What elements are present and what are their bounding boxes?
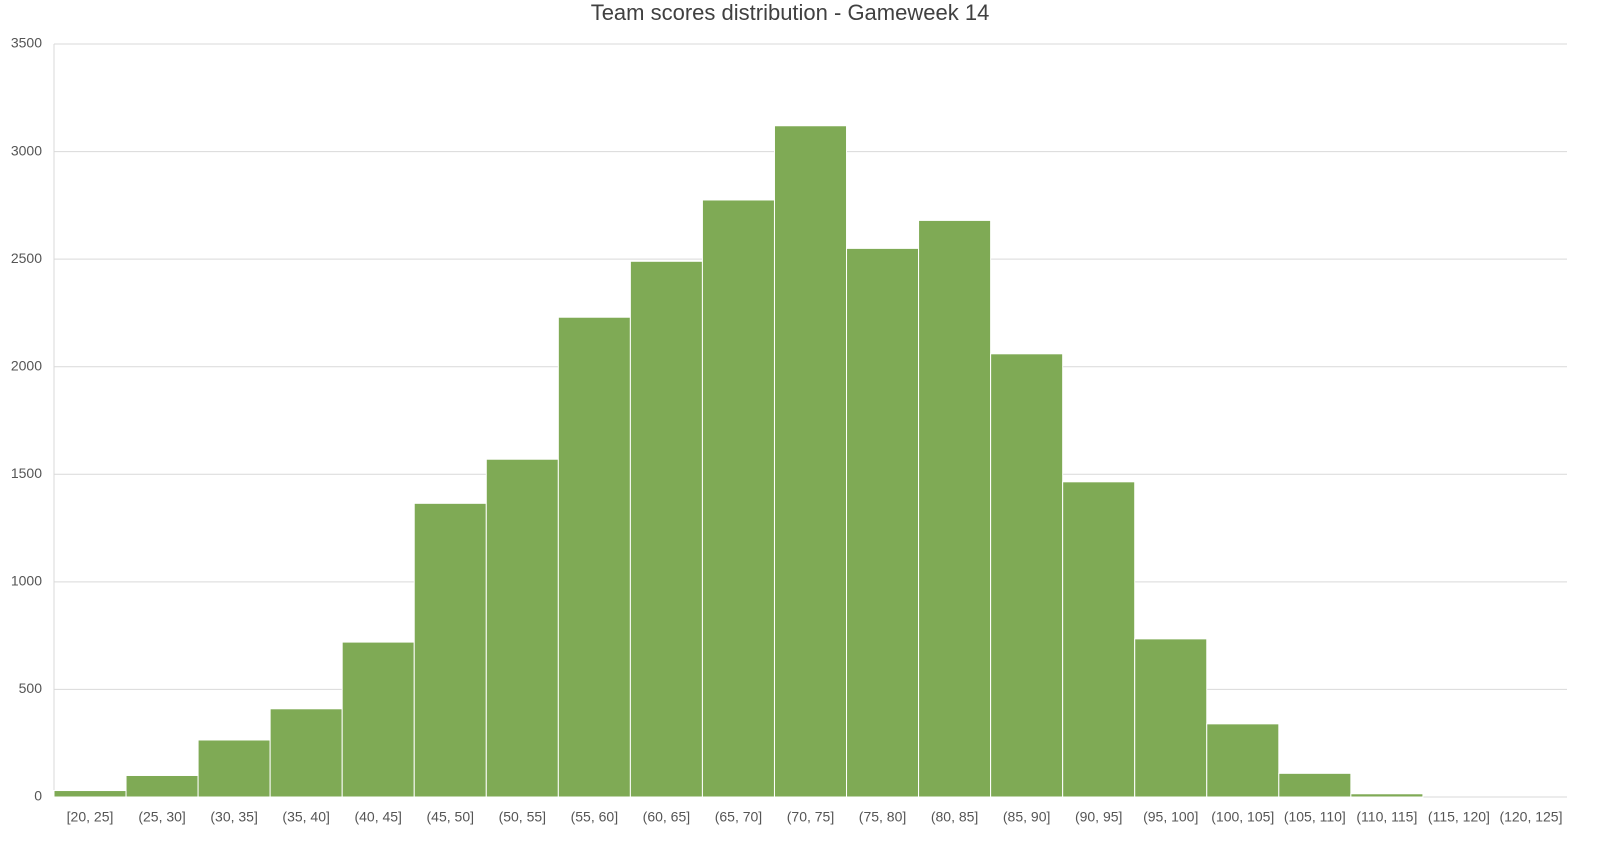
bar xyxy=(125,774,199,798)
bar xyxy=(269,708,343,798)
x-tick-label: (65, 70] xyxy=(715,809,762,825)
x-tick-label: (95, 100] xyxy=(1143,809,1198,825)
x-tick-label: (120, 125] xyxy=(1499,809,1562,825)
bar xyxy=(1062,481,1136,798)
x-tick-label: (80, 85] xyxy=(931,809,978,825)
bar xyxy=(1134,638,1208,798)
x-tick-label: (110, 115] xyxy=(1356,809,1417,825)
x-tick-label: (75, 80] xyxy=(859,809,906,825)
y-tick-label: 2000 xyxy=(11,357,42,373)
y-tick-label: 3500 xyxy=(11,35,42,51)
x-tick-label: [20, 25] xyxy=(67,809,114,825)
bar xyxy=(557,316,631,798)
bar xyxy=(846,247,920,798)
bar xyxy=(701,199,775,798)
bar xyxy=(413,502,487,798)
x-tick-label: (30, 35] xyxy=(210,809,257,825)
x-tick-label: (70, 75] xyxy=(787,809,834,825)
x-tick-label: (55, 60] xyxy=(571,809,618,825)
y-tick-label: 1000 xyxy=(11,573,42,589)
y-tick-label: 3000 xyxy=(11,142,42,158)
x-tick-label: (60, 65] xyxy=(643,809,690,825)
x-tick-label: (35, 40] xyxy=(282,809,329,825)
x-tick-label: (105, 110] xyxy=(1284,809,1346,825)
bar xyxy=(629,260,703,798)
x-tick-label: (115, 120] xyxy=(1428,809,1490,825)
bar xyxy=(341,641,415,798)
bar xyxy=(773,125,848,798)
bar xyxy=(197,739,271,798)
y-tick-label: 500 xyxy=(19,680,43,696)
bar xyxy=(918,219,992,798)
x-tick-label: (40, 45] xyxy=(354,809,401,825)
x-tick-label: (90, 95] xyxy=(1075,809,1122,825)
chart-title: Team scores distribution - Gameweek 14 xyxy=(591,0,990,25)
x-tick-label: (45, 50] xyxy=(427,809,474,825)
x-tick-label: (50, 55] xyxy=(499,809,546,825)
bar xyxy=(990,353,1064,798)
y-tick-label: 1500 xyxy=(11,465,42,481)
y-tick-label: 0 xyxy=(34,788,42,804)
x-tick-label: (25, 30] xyxy=(138,809,185,825)
x-tick-label: (85, 90] xyxy=(1003,809,1050,825)
bar xyxy=(1278,772,1352,798)
y-tick-label: 2500 xyxy=(11,250,42,266)
bar xyxy=(485,458,559,798)
bar xyxy=(53,790,127,798)
x-tick-label: (100, 105] xyxy=(1211,809,1274,825)
bar xyxy=(1350,793,1424,798)
bar xyxy=(1206,723,1280,798)
